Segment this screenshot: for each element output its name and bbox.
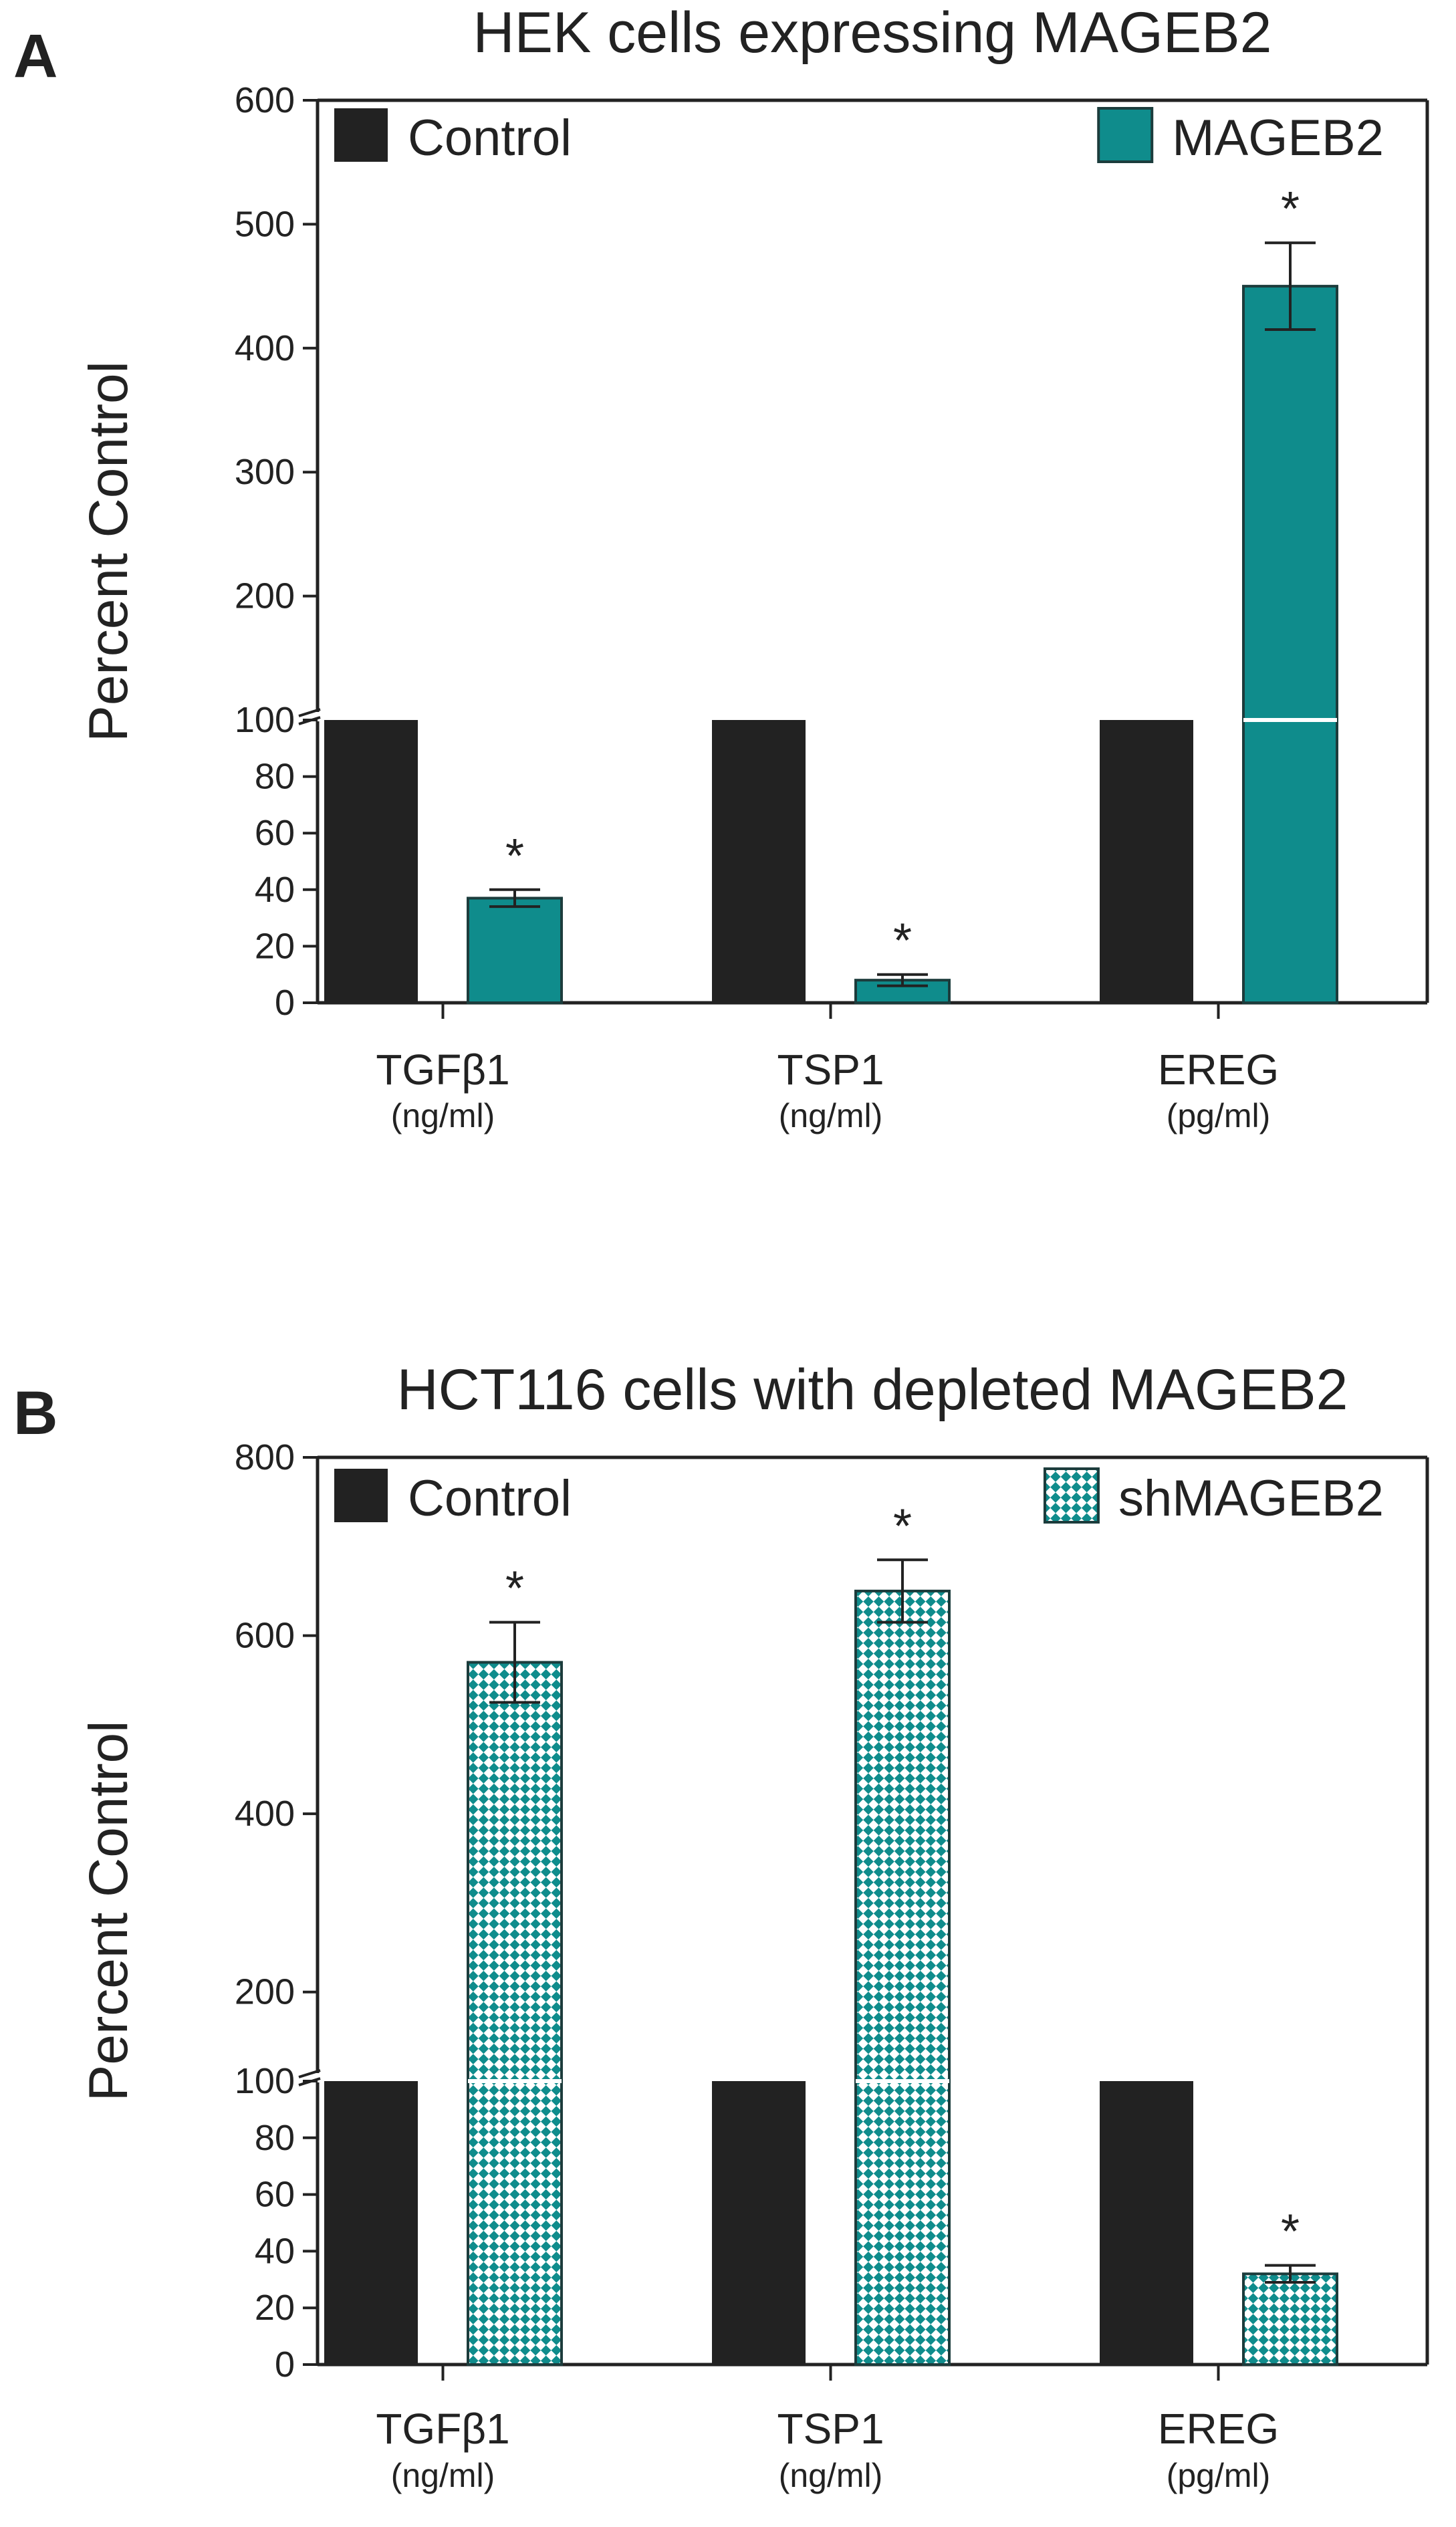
legend-swatch-shmageb2 [1043, 1467, 1100, 1524]
significance-star: * [893, 1499, 912, 1553]
y-tick-label: 100 [235, 2061, 295, 2101]
y-tick-label: 100 [235, 700, 295, 740]
y-tick-label: 500 [235, 204, 295, 244]
legend-swatch-control [334, 1469, 388, 1522]
y-tick-label: 200 [235, 576, 295, 616]
x-unit-label: (ng/ml) [779, 2457, 883, 2494]
bar-control-0 [324, 2081, 418, 2365]
legend-swatch-mageb2 [1097, 107, 1154, 163]
legend-label-control: Control [408, 1470, 572, 1527]
bar-mageb2-2 [1242, 285, 1338, 1005]
x-unit-label: (pg/ml) [1167, 1097, 1271, 1134]
y-tick-label: 40 [255, 2231, 295, 2271]
significance-star: * [505, 830, 524, 883]
x-tick-label: TSP1 [777, 2405, 884, 2453]
y-tick-label: 0 [275, 983, 295, 1023]
y-tick-label: 600 [235, 1616, 295, 1656]
significance-star: * [505, 1562, 524, 1616]
y-axis-label: Percent Control [78, 1721, 139, 2102]
bar-control-2 [1100, 2081, 1193, 2365]
y-tick-label: 60 [255, 2175, 295, 2215]
bar-shmageb2-1 [854, 1589, 951, 2366]
x-tick-label: TGFβ1 [376, 1046, 509, 1094]
y-tick-label: 300 [235, 452, 295, 492]
x-tick-label: EREG [1158, 1046, 1279, 1094]
panel-label: A [13, 22, 57, 90]
x-tick-label: TSP1 [777, 1046, 884, 1094]
x-unit-label: (pg/ml) [1167, 2457, 1271, 2494]
legend-swatch-control [334, 108, 388, 162]
legend-label-control: Control [408, 110, 572, 166]
y-tick-label: 600 [235, 80, 295, 120]
legend-label-shmageb2: shMAGEB2 [1118, 1470, 1384, 1527]
y-tick-label: 80 [255, 2118, 295, 2158]
legend-label-mageb2: MAGEB2 [1172, 110, 1384, 166]
x-tick-label: TGFβ1 [376, 2405, 509, 2453]
y-tick-label: 800 [235, 1437, 295, 1477]
bar-shmageb2-0 [467, 1661, 563, 2366]
chart-panel-b: B HCT116 cells with depleted MAGEB2 Percen… [13, 1358, 1429, 2494]
panel-label: B [13, 1379, 57, 1447]
bar-control-2 [1100, 720, 1193, 1003]
x-unit-label: (ng/ml) [391, 2457, 495, 2494]
bar-control-1 [712, 720, 806, 1003]
y-tick-label: 0 [275, 2344, 295, 2385]
y-tick-label: 60 [255, 813, 295, 853]
axis-break-mark [298, 708, 321, 717]
bar-control-0 [324, 720, 418, 1003]
y-axis-label: Percent Control [78, 361, 139, 742]
bar-mageb2-0 [467, 896, 563, 1004]
y-tick-label: 40 [255, 870, 295, 910]
significance-star: * [1281, 2205, 1300, 2259]
bar-shmageb2-2 [1242, 2272, 1338, 2367]
significance-star: * [1281, 183, 1300, 236]
significance-star: * [893, 915, 912, 968]
y-tick-label: 200 [235, 1972, 295, 2012]
y-tick-label: 400 [235, 1794, 295, 1834]
x-tick-label: EREG [1158, 2405, 1279, 2453]
chart-title: HCT116 cells with depleted MAGEB2 [397, 1358, 1348, 1422]
x-unit-label: (ng/ml) [391, 1097, 495, 1134]
y-tick-label: 80 [255, 757, 295, 797]
y-tick-label: 20 [255, 2288, 295, 2328]
x-unit-label: (ng/ml) [779, 1097, 883, 1134]
chart-title: HEK cells expressing MAGEB2 [473, 1, 1272, 65]
bar-control-1 [712, 2081, 806, 2365]
axis-break-mark [298, 2069, 321, 2078]
y-tick-label: 400 [235, 328, 295, 368]
y-tick-label: 20 [255, 926, 295, 966]
chart-panel-a: A HEK cells expressing MAGEB2 Percent Cont… [13, 1, 1429, 1134]
